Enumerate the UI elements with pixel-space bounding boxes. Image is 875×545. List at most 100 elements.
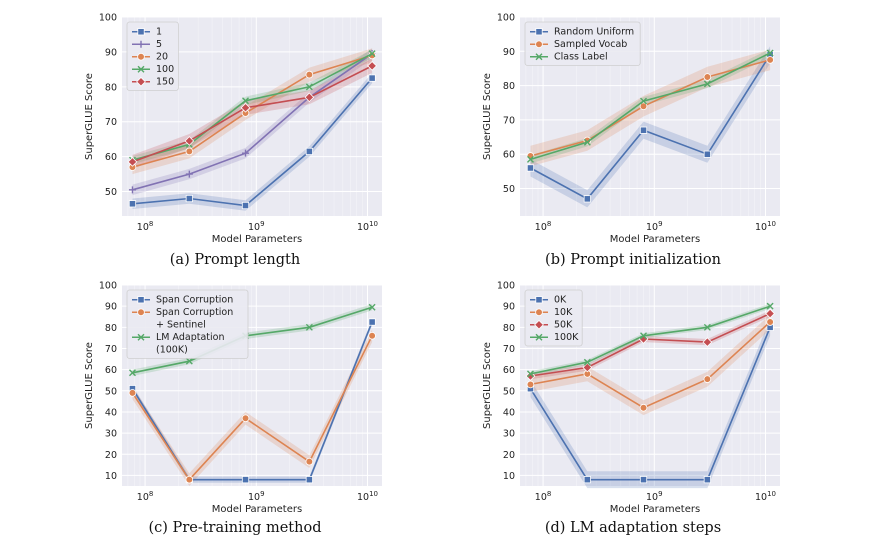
data-point-marker — [526, 155, 534, 163]
legend-label: (100K) — [156, 345, 188, 356]
x-tick-label: 108 — [535, 220, 552, 233]
subfigure-caption: (b) Prompt initialization — [545, 252, 721, 268]
y-tick-label: 90 — [503, 302, 515, 313]
data-point-marker — [583, 195, 591, 203]
data-point-marker — [185, 357, 193, 365]
data-point-marker — [368, 331, 376, 340]
data-point-marker — [184, 136, 195, 146]
legend-label: 10K — [554, 307, 573, 318]
data-point-marker — [535, 40, 543, 49]
data-point-marker — [241, 414, 250, 423]
legend-entry: 1 — [132, 27, 162, 38]
data-point-marker — [639, 126, 648, 134]
data-point-marker — [766, 49, 774, 57]
legend-entry: 5 — [132, 39, 162, 50]
y-axis-label: SuperGLUE Score — [482, 73, 493, 160]
data-point-marker — [583, 358, 591, 366]
y-tick-label: 100 — [497, 281, 515, 292]
confidence-band — [132, 72, 373, 211]
data-point-marker — [185, 170, 193, 178]
data-point-marker — [583, 138, 591, 146]
y-tick-label: 80 — [105, 82, 117, 93]
y-tick-label: 50 — [105, 386, 117, 397]
legend-label: 100 — [156, 64, 174, 75]
data-point-marker — [368, 318, 376, 326]
legend-entry: Span Corruption — [132, 295, 233, 306]
chart-panel: 50 60 70 80 90 100 108 109 1010 Model Parameters S… — [84, 13, 382, 245]
y-axis-label: SuperGLUE Score — [482, 342, 493, 429]
series — [526, 51, 774, 203]
legend-entry: Random Uniform — [530, 27, 634, 38]
y-tick-label: 30 — [105, 429, 117, 440]
data-point-marker — [185, 147, 194, 156]
data-point-marker — [702, 337, 713, 347]
x-tick-label: 109 — [248, 490, 265, 503]
data-point-marker — [137, 40, 145, 48]
y-tick-label: 80 — [503, 81, 515, 92]
legend-box — [524, 289, 583, 347]
legend-entry: Class Label — [530, 52, 608, 63]
y-axis-label: SuperGLUE Score — [84, 342, 95, 429]
legend-entry: 150 — [132, 77, 174, 88]
data-point-marker — [535, 333, 543, 341]
y-tick-label: 90 — [105, 302, 117, 313]
y-tick-label: 80 — [503, 323, 515, 334]
subfigure-caption: (a) Prompt length — [170, 252, 300, 268]
legend-entry: 50K — [530, 320, 573, 331]
y-tick-label: 40 — [105, 407, 117, 418]
legend-label: + Sentinel — [156, 320, 206, 331]
x-axis-label: Model Parameters — [610, 234, 700, 245]
subfigure-caption: (d) LM adaptation steps — [545, 520, 721, 536]
legend-entry: Span Corruption + Sentinel — [132, 307, 233, 331]
data-point-marker — [137, 296, 145, 304]
data-point-marker — [535, 53, 543, 61]
legend-label: 50K — [554, 320, 573, 331]
y-tick-label: 70 — [503, 115, 515, 126]
legend-entry: LM Adaptation (100K) — [132, 332, 224, 356]
y-tick-label: 60 — [503, 150, 515, 161]
y-tick-label: 10 — [503, 471, 515, 482]
data-point-marker — [703, 73, 712, 81]
data-point-marker — [526, 164, 535, 172]
legend-entry: 100 — [132, 64, 174, 75]
y-tick-label: 60 — [105, 365, 117, 376]
x-tick-label: 109 — [646, 490, 663, 503]
data-point-marker — [765, 308, 775, 319]
data-point-marker — [240, 102, 251, 113]
data-point-marker — [639, 476, 648, 484]
data-point-marker — [128, 389, 137, 397]
data-point-marker — [185, 475, 194, 484]
data-point-marker — [127, 157, 138, 167]
data-point-marker — [582, 362, 593, 373]
data-point-marker — [242, 149, 250, 157]
data-point-marker — [137, 28, 145, 36]
y-tick-label: 90 — [503, 47, 515, 58]
data-point-marker — [535, 296, 543, 304]
legend-label: Sampled Vocab — [554, 39, 627, 50]
series — [525, 308, 775, 381]
data-point-marker — [185, 194, 193, 203]
x-tick-label: 108 — [535, 490, 552, 503]
data-point-marker — [304, 92, 315, 103]
x-tick-label: 109 — [248, 220, 265, 233]
data-point-marker — [703, 375, 712, 383]
data-point-marker — [305, 83, 313, 91]
data-point-marker — [137, 52, 145, 61]
subfigure-caption: (c) Pre-training method — [149, 520, 322, 536]
y-tick-label: 80 — [105, 323, 117, 334]
data-point-marker — [535, 308, 543, 317]
x-axis-label: Model Parameters — [212, 504, 302, 515]
data-point-marker — [534, 319, 544, 330]
data-point-marker — [137, 65, 145, 73]
data-point-marker — [241, 201, 250, 210]
data-point-marker — [639, 403, 648, 412]
chart-panel: 10 20 30 40 50 60 70 80 90 100 108 109 1010 Model Par… — [482, 281, 780, 515]
legend-entry: Sampled Vocab — [530, 39, 627, 50]
x-tick-label: 1010 — [357, 490, 378, 503]
y-tick-label: 70 — [503, 344, 515, 355]
data-point-marker — [526, 380, 535, 389]
y-tick-label: 100 — [497, 13, 515, 24]
y-tick-label: 90 — [105, 47, 117, 58]
data-point-marker — [128, 369, 136, 377]
